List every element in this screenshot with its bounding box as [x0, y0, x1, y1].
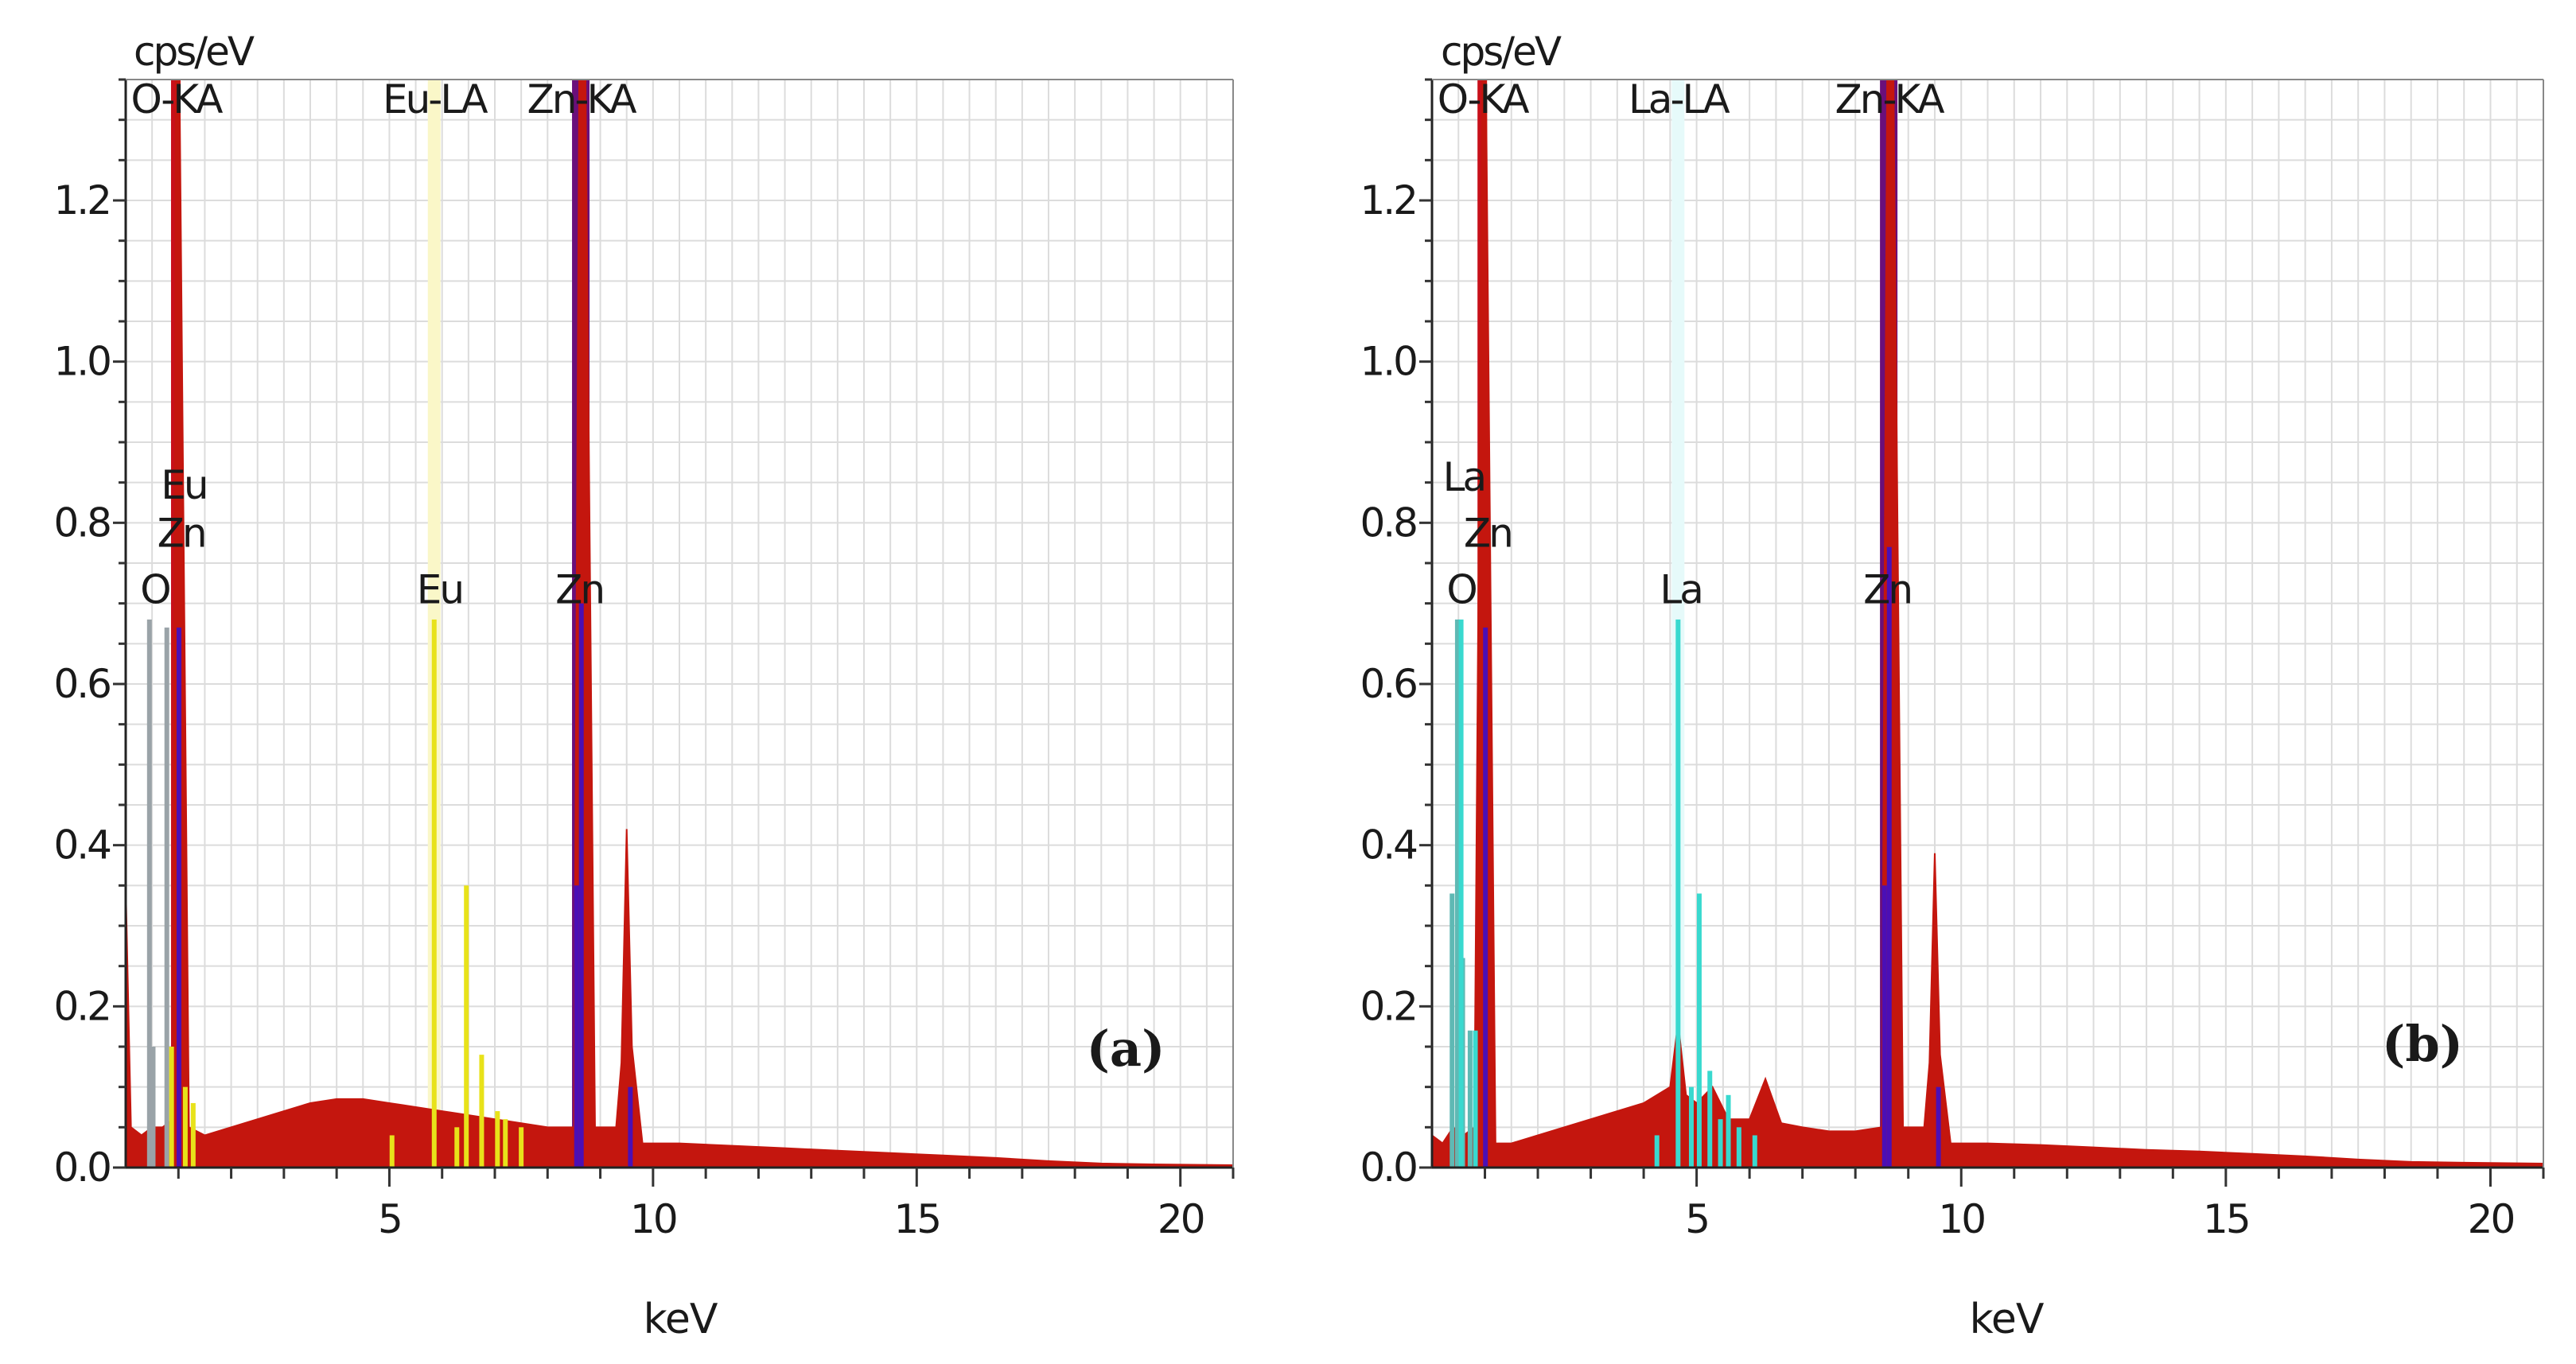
- marker-label: Zn-KA: [527, 76, 636, 122]
- emission-line-Zn: [1936, 1086, 1941, 1168]
- plot-layer: 0.0 0.2 0.4 0.6 0.8 1.0 1.2 5 10 15 20 O-KA Eu-LA Zn-…: [53, 76, 1235, 1242]
- emission-line-La: [1736, 1127, 1741, 1168]
- peak-label: Zn: [158, 511, 205, 557]
- emission-line-Zn: [1483, 628, 1488, 1168]
- y-tick-label: 0.4: [53, 822, 110, 869]
- peak-label: La: [1660, 567, 1702, 613]
- peak-label: Zn: [1863, 567, 1911, 613]
- emission-line-Eu: [503, 1119, 508, 1168]
- emission-line-O: [164, 628, 169, 1168]
- emission-line-La: [1726, 1094, 1731, 1168]
- emission-line-La: [1675, 619, 1681, 1168]
- y-tick-label: 0.2: [53, 983, 110, 1029]
- y-tick-label: 0.6: [53, 661, 110, 707]
- emission-line-La: [1696, 893, 1702, 1168]
- marker-label: Eu-LA: [383, 76, 488, 122]
- emission-line-Zn: [1881, 885, 1887, 1168]
- y-tick-label: 1.0: [53, 339, 110, 385]
- x-axis-label: keV: [644, 1296, 718, 1343]
- panel-b: 0.0 0.2 0.4 0.6 0.8 1.0 1.2 5 10 15 20 O-KA La-LA Zn-…: [1360, 29, 2545, 1343]
- emission-line-Eu: [182, 1086, 188, 1168]
- marker-label: Zn-KA: [1835, 76, 1945, 122]
- x-tick-label: 10: [1938, 1196, 1984, 1242]
- marker-label: La-LA: [1628, 76, 1730, 122]
- emission-line-Zn: [574, 885, 579, 1168]
- emission-line-Eu: [454, 1127, 460, 1168]
- emission-line-La: [1473, 1030, 1478, 1168]
- peak-label: O: [1446, 567, 1476, 613]
- y-unit-label: cps/eV: [1441, 29, 1562, 75]
- emission-line-La: [1688, 1086, 1694, 1168]
- marker-label: O-KA: [1438, 76, 1530, 122]
- emission-line-La: [1718, 1119, 1723, 1168]
- peak-label: O: [140, 567, 169, 613]
- emission-line-O: [1467, 1030, 1473, 1168]
- y-tick-label: 0.4: [1360, 822, 1416, 869]
- x-tick-label: 20: [2468, 1196, 2514, 1242]
- peak-label: Eu: [161, 462, 206, 508]
- x-axis-label: keV: [1970, 1296, 2045, 1343]
- peak-label: Eu: [417, 567, 462, 613]
- panel-label: (a): [1087, 1020, 1165, 1078]
- emission-line-Eu: [519, 1127, 524, 1168]
- emission-line-Eu: [190, 1102, 196, 1168]
- y-tick-label: 0.0: [53, 1144, 110, 1191]
- emission-line-Zn: [176, 628, 181, 1168]
- plot-layer: 0.0 0.2 0.4 0.6 0.8 1.0 1.2 5 10 15 20 O-KA La-LA Zn-…: [1360, 76, 2545, 1242]
- panel-a: 0.0 0.2 0.4 0.6 0.8 1.0 1.2 5 10 15 20 O-KA Eu-LA Zn-…: [53, 29, 1235, 1343]
- grid: [126, 80, 1233, 1168]
- emission-line-La: [1458, 619, 1464, 1168]
- emission-line-O: [146, 619, 152, 1168]
- y-tick-label: 0.0: [1360, 1144, 1416, 1191]
- x-tick-label: 5: [1685, 1196, 1708, 1242]
- peak-label: La: [1443, 454, 1485, 500]
- x-tick-label: 5: [378, 1196, 401, 1242]
- y-tick-label: 0.8: [53, 499, 110, 546]
- emission-line-Eu: [495, 1111, 500, 1168]
- y-tick-label: 1.0: [1360, 339, 1416, 385]
- emission-line-Eu: [389, 1135, 395, 1168]
- y-tick-label: 0.2: [1360, 983, 1416, 1029]
- emission-line-Eu: [479, 1055, 484, 1168]
- y-tick-label: 1.2: [53, 177, 110, 223]
- emission-line-La: [1752, 1135, 1757, 1168]
- y-tick-label: 1.2: [1360, 177, 1416, 223]
- y-tick-label: 0.8: [1360, 499, 1416, 546]
- emission-line-Zn: [1886, 546, 1892, 1168]
- emission-line-Eu: [464, 885, 469, 1168]
- panel-label: (b): [2382, 1015, 2463, 1073]
- emission-line-O: [1454, 619, 1460, 1168]
- emission-line-Zn: [578, 603, 584, 1168]
- x-tick-label: 10: [630, 1196, 676, 1242]
- x-tick-label: 15: [893, 1196, 940, 1242]
- y-unit-label: cps/eV: [134, 29, 255, 75]
- emission-line-La: [1707, 1071, 1713, 1168]
- emission-line-Zn: [628, 1086, 633, 1168]
- emission-line-La: [1654, 1135, 1660, 1168]
- peak-label: Zn: [1464, 511, 1512, 557]
- emission-line-Eu: [431, 619, 437, 1168]
- y-tick-label: 0.6: [1360, 661, 1416, 707]
- marker-label: O-KA: [131, 76, 224, 122]
- emission-line-Eu: [169, 1047, 174, 1168]
- emission-line-O: [1449, 893, 1455, 1168]
- x-tick-label: 15: [2203, 1196, 2249, 1242]
- x-tick-label: 20: [1158, 1196, 1204, 1242]
- peak-label: Zn: [555, 567, 603, 613]
- spectrum-area: [1431, 79, 2544, 1168]
- emission-line-O: [150, 1047, 156, 1168]
